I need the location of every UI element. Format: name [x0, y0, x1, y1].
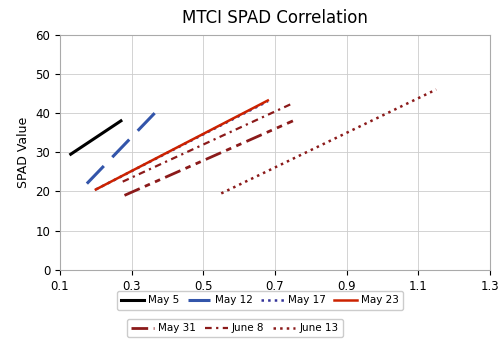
May 31 — [290, 119, 296, 123]
May 17 — [93, 188, 99, 192]
May 5 — [68, 152, 74, 156]
Line: May 31: May 31 — [124, 121, 293, 195]
Legend: May 31, June 8, June 13: May 31, June 8, June 13 — [127, 319, 343, 337]
May 12 — [156, 107, 162, 111]
Line: May 12: May 12 — [87, 109, 158, 184]
Line: June 8: June 8 — [122, 103, 293, 182]
Line: June 13: June 13 — [222, 90, 436, 193]
X-axis label: VI Value: VI Value — [250, 298, 300, 311]
June 8 — [290, 101, 296, 105]
Legend: May 5, May 12, May 17, May 23: May 5, May 12, May 17, May 23 — [116, 291, 404, 310]
Y-axis label: SPAD Value: SPAD Value — [17, 117, 30, 188]
Line: May 17: May 17 — [96, 101, 268, 190]
May 5 — [118, 119, 124, 123]
May 23 — [93, 188, 99, 192]
May 31 — [122, 193, 128, 198]
Line: May 23: May 23 — [96, 100, 268, 190]
May 23 — [265, 98, 271, 102]
June 13 — [434, 88, 440, 92]
June 13 — [218, 191, 224, 195]
June 8 — [120, 180, 126, 184]
Title: MTCI SPAD Correlation: MTCI SPAD Correlation — [182, 9, 368, 27]
May 12 — [84, 182, 90, 186]
Line: May 5: May 5 — [71, 121, 121, 154]
May 17 — [265, 99, 271, 103]
